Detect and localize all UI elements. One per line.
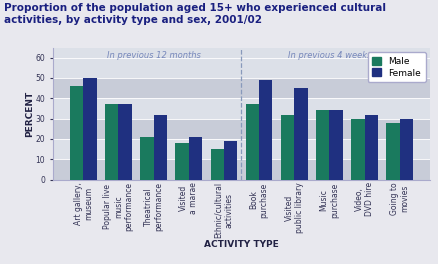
Bar — [53, 119, 429, 139]
Bar — [315, 110, 328, 180]
Bar — [328, 110, 342, 180]
Bar — [53, 58, 429, 78]
Bar — [210, 149, 223, 180]
Legend: Male, Female: Male, Female — [367, 52, 425, 82]
Bar — [53, 98, 429, 119]
Bar — [350, 119, 364, 180]
Bar — [105, 104, 118, 180]
Bar — [53, 78, 429, 98]
Bar — [293, 88, 307, 180]
Bar — [223, 141, 237, 180]
Bar — [258, 80, 272, 180]
Y-axis label: PERCENT: PERCENT — [25, 90, 34, 137]
Bar — [53, 139, 429, 159]
Bar — [83, 78, 96, 180]
X-axis label: ACTIVITY TYPE: ACTIVITY TYPE — [204, 240, 278, 249]
Bar — [188, 137, 201, 180]
Bar — [175, 143, 188, 180]
Bar — [364, 115, 377, 180]
Bar — [53, 159, 429, 180]
Bar — [70, 86, 83, 180]
Text: In previous 4 weeks: In previous 4 weeks — [287, 51, 370, 60]
Bar — [140, 137, 153, 180]
Text: Proportion of the population aged 15+ who experienced cultural
activities, by ac: Proportion of the population aged 15+ wh… — [4, 3, 385, 25]
Bar — [399, 119, 412, 180]
Bar — [385, 123, 399, 180]
Text: In previous 12 months: In previous 12 months — [106, 51, 200, 60]
Bar — [245, 104, 258, 180]
Bar — [153, 115, 166, 180]
Bar — [280, 115, 293, 180]
Bar — [118, 104, 131, 180]
